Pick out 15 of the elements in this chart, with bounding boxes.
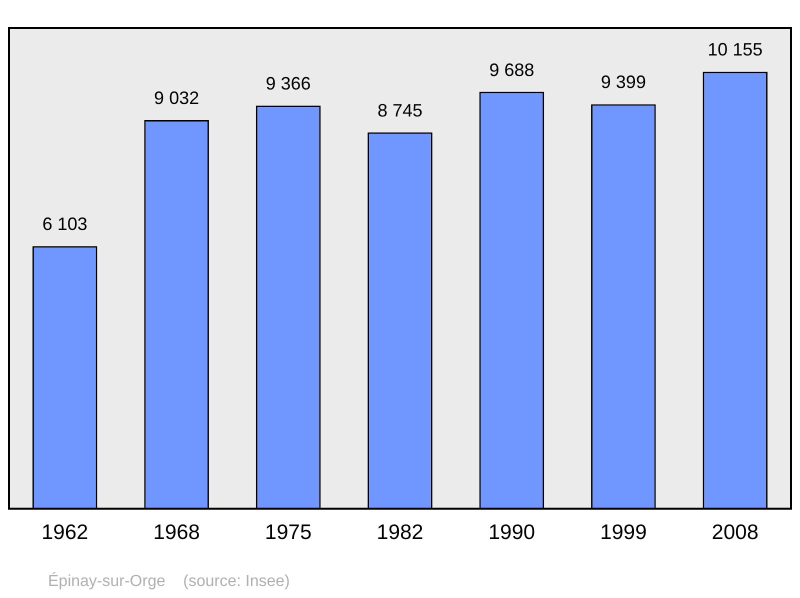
data-label: 10 155: [708, 40, 763, 60]
data-label: 8 745: [377, 100, 423, 120]
data-label: 9 032: [154, 88, 200, 108]
x-tick-label: 1982: [376, 521, 424, 544]
data-label: 9 399: [600, 72, 646, 92]
x-tick-label: 1990: [488, 521, 536, 544]
x-tick-label: 1999: [600, 521, 647, 544]
x-tick-label: 2008: [712, 521, 758, 544]
data-label: 9 688: [489, 60, 534, 80]
x-tick-label: 1962: [42, 521, 88, 544]
x-tick-label: 1968: [153, 521, 200, 544]
text: Épinay-sur-Orge (source: Insee): [48, 573, 290, 591]
x-tick-label: 1975: [264, 521, 312, 544]
data-label: 9 366: [266, 74, 311, 94]
data-label: 6 103: [42, 214, 88, 234]
